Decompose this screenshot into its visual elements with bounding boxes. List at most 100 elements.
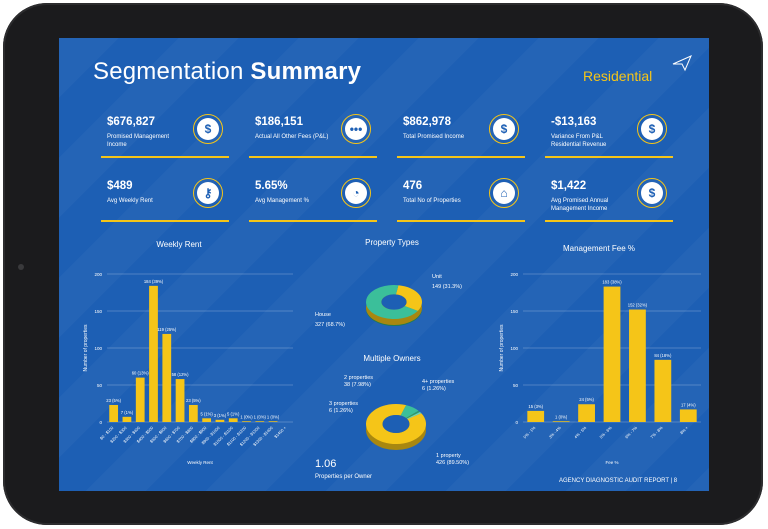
money-bag-icon: $ (489, 114, 519, 144)
owners-slice-value: 6 (1.26%) (422, 386, 446, 392)
page-title: Segmentation Summary (93, 58, 362, 85)
house-icon: ⌂ (489, 178, 519, 208)
owners-slice-name: 1 property (436, 453, 461, 459)
bar (268, 421, 278, 422)
kpi-value: 5.65% (255, 180, 288, 192)
bar-value-label: 58 (12%) (172, 372, 190, 377)
management-fee-title: Management Fee % (562, 244, 636, 253)
report-screen: Segmentation Summary Residential $676,82… (59, 38, 709, 491)
house-value: 327 (68.7%) (315, 322, 345, 328)
kpi-value: 476 (403, 180, 423, 192)
bar (135, 377, 145, 422)
donut-hole (382, 415, 410, 433)
bar (175, 379, 185, 422)
kpi-card: $186,151 Actual All Other Fees (P&L) ••• (249, 106, 377, 158)
bar (215, 419, 225, 422)
y-tick-label: 150 (510, 309, 518, 314)
x-tick-label: 6% - 7% (624, 425, 639, 440)
kpi-label: Actual All Other Fees (P&L) (255, 134, 329, 140)
y-tick-label: 100 (94, 346, 102, 351)
bar (578, 404, 595, 422)
y-tick-label: 0 (99, 420, 102, 425)
kpi-value: $862,978 (403, 116, 451, 128)
kpi-card: $862,978 Total Promised Income $ (397, 106, 525, 158)
bar-value-label: 183 (38%) (602, 280, 622, 285)
x-tick-label: 8% + (679, 425, 690, 436)
bar (188, 404, 198, 422)
x-tick-label: 3% - 4% (548, 425, 563, 440)
bar-value-label: 5 (1%) (200, 411, 213, 416)
bar-value-label: 1 (0%) (267, 414, 280, 419)
bar (654, 359, 672, 422)
owners-slice-value: 426 (89.50%) (436, 460, 469, 466)
bar-value-label: 17 (4%) (681, 402, 696, 407)
x-tick-label: 4% - 5% (573, 425, 588, 440)
x-axis-label: Fee % (605, 460, 618, 465)
donut-slice (395, 285, 422, 311)
document-dollar-icon: $ (637, 178, 667, 208)
bar-value-label: 60 (13%) (132, 371, 150, 376)
weekly-rent-chart: 0 50 100 150 200 Number of properties 23 (5%) $… (83, 272, 293, 465)
document-dollar-icon: $ (193, 114, 223, 144)
x-tick-label: $1400 + (273, 425, 287, 439)
kpi-card: 476 Total No of Properties ⌂ (397, 170, 525, 222)
y-tick-label: 50 (513, 383, 519, 388)
bar-value-label: 152 (32%) (628, 303, 648, 308)
owners-slice-name: 2 properties (344, 375, 373, 381)
donut-slice (366, 404, 426, 444)
donut-slice (406, 410, 420, 419)
owners-stat-label: Properties per Owner (315, 474, 373, 480)
bar (162, 333, 172, 422)
bar-value-label: 5 (1%) (227, 411, 240, 416)
bar-value-label: 15 (3%) (528, 404, 543, 409)
property-types-title: Property Types (365, 238, 419, 247)
kpi-value: $186,151 (255, 116, 303, 128)
unit-label: Unit (432, 274, 442, 280)
kpi-label: Avg Management % (255, 198, 309, 204)
bar (228, 418, 238, 422)
kpi-card: -$13,163 Variance From P&L Residential Re… (545, 106, 673, 158)
kpi-card: 5.65% Avg Management % ◔ (249, 170, 377, 222)
bar (242, 421, 251, 422)
kpi-value: $1,422 (551, 180, 587, 192)
owners-slice-name: 3 properties (329, 401, 358, 407)
kpi-card: $1,422 Avg Promised Annual Management Inc… (545, 170, 673, 222)
bar-value-label: 23 (5%) (106, 398, 121, 403)
camera-dot (18, 264, 24, 270)
bar (255, 421, 265, 422)
y-tick-label: 0 (515, 420, 518, 425)
bar-value-label: 3 (1%) (214, 413, 227, 418)
bar (603, 286, 621, 422)
bar-value-label: 1 (0%) (555, 414, 568, 419)
kpi-label: Variance From P&L Residential Revenue (551, 134, 607, 148)
segment-label: Residential (583, 68, 653, 84)
bar-value-label: 119 (25%) (157, 327, 177, 332)
kpi-card: $489 Avg Weekly Rent ⚷ (101, 170, 229, 222)
key-icon: ⚷ (193, 178, 223, 208)
kpi-value: -$13,163 (551, 116, 597, 128)
x-tick-label: 7% - 8% (649, 425, 664, 440)
kpi-label: Promised Management Income (107, 134, 170, 148)
bar (122, 416, 132, 422)
bar (109, 404, 119, 422)
owners-slice-value: 6 (1.26%) (329, 408, 353, 414)
footer-text: AGENCY DIAGNOSTIC AUDIT REPORT | 8 (559, 478, 678, 484)
bar (527, 410, 545, 422)
y-axis-label: Number of properties (83, 324, 89, 371)
x-tick-label: 0% - 1% (522, 425, 537, 440)
bar-value-label: 24 (5%) (579, 397, 594, 402)
bar-value-label: 184 (39%) (144, 279, 164, 284)
kpi-card: $676,827 Promised Management Income $ (101, 106, 229, 158)
y-tick-label: 150 (94, 309, 102, 314)
management-fee-chart: 0 50 100 150 200 Number of properties 15 (3%) 0… (499, 272, 701, 465)
property-types-chart: Unit 149 (31.3%) House 327 (68.7%) (315, 274, 462, 328)
more-icon: ••• (341, 114, 371, 144)
bar (679, 409, 697, 422)
kpi-value: $489 (107, 180, 133, 192)
bar-value-label: 1 (0%) (254, 414, 267, 419)
y-tick-label: 100 (510, 346, 518, 351)
bar-value-label: 23 (5%) (186, 398, 201, 403)
house-label: House (315, 312, 331, 318)
y-tick-label: 50 (97, 383, 103, 388)
multiple-owners-title: Multiple Owners (363, 354, 421, 363)
